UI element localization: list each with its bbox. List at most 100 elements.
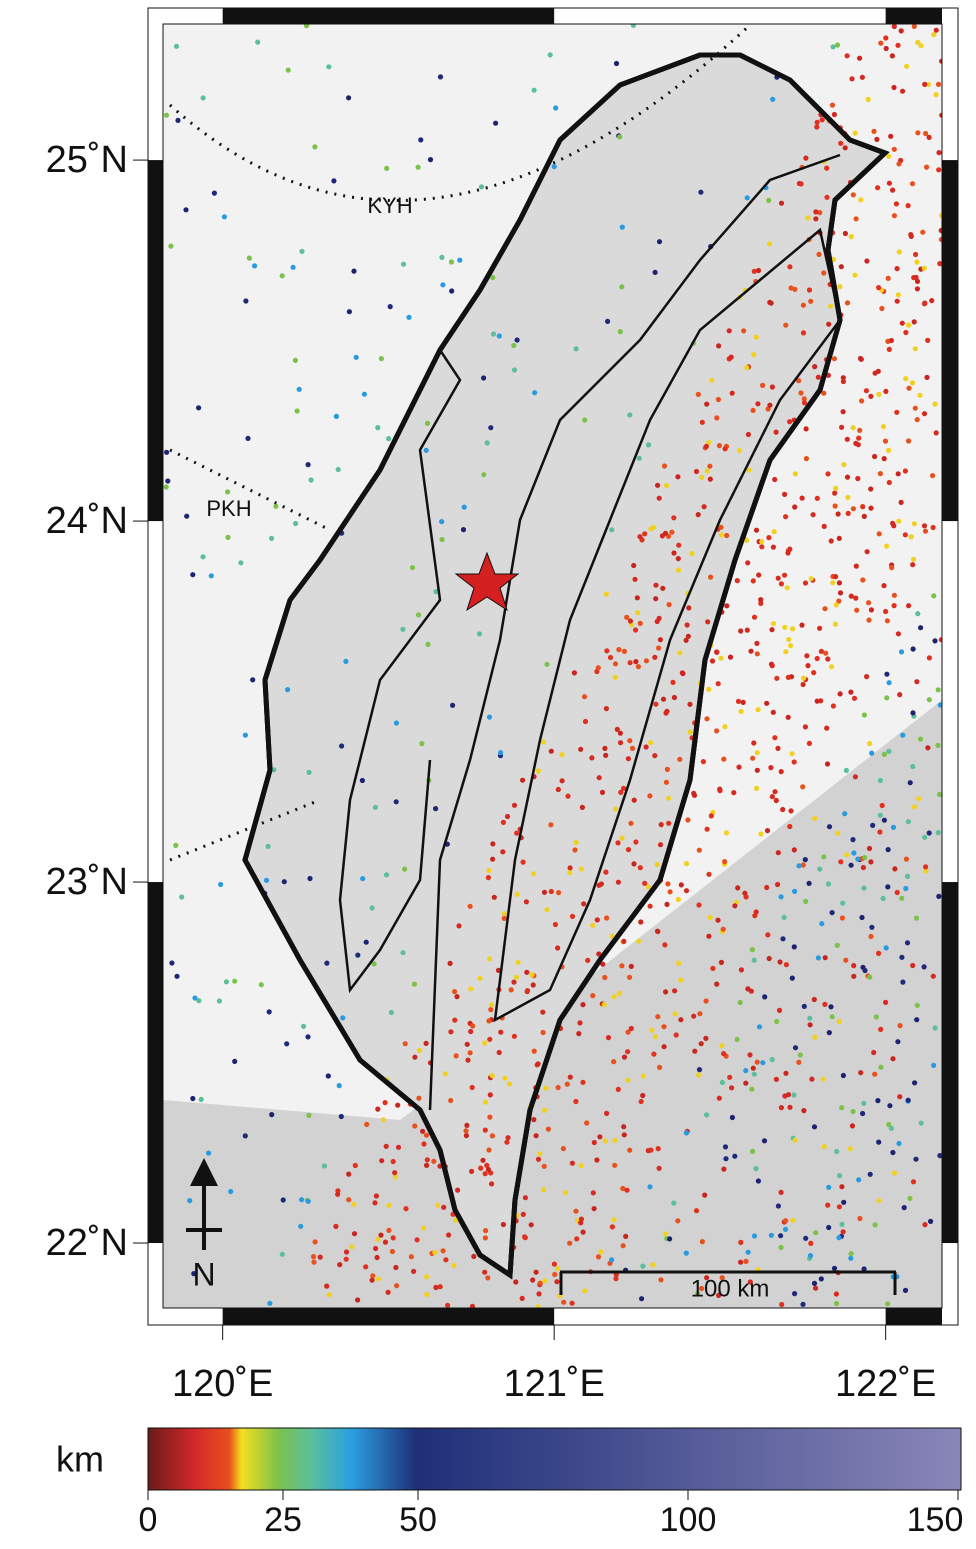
quake-dot	[759, 539, 764, 544]
quake-dot	[785, 585, 790, 590]
quake-dot	[786, 675, 791, 680]
quake-dot	[758, 597, 763, 602]
quake-dot	[803, 899, 808, 904]
quake-dot	[206, 1151, 211, 1156]
quake-dot	[416, 1096, 421, 1101]
quake-dot	[383, 1240, 388, 1245]
quake-dot	[582, 694, 587, 699]
quake-dot	[567, 870, 572, 875]
quake-dot	[346, 95, 351, 100]
quake-dot	[922, 301, 927, 306]
quake-dot	[723, 446, 728, 451]
quake-dot	[612, 1163, 617, 1168]
quake-dot	[509, 987, 514, 992]
quake-dot	[790, 976, 795, 981]
quake-dot	[875, 185, 880, 190]
quake-dot	[892, 213, 897, 218]
quake-dot	[600, 790, 605, 795]
quake-dot	[838, 859, 843, 864]
quake-dot	[689, 551, 694, 556]
quake-dot	[843, 958, 848, 963]
quake-dot	[845, 475, 850, 480]
quake-dot	[424, 1133, 429, 1138]
quake-dot	[867, 741, 872, 746]
quake-dot	[892, 1170, 897, 1175]
quake-dot	[910, 562, 915, 567]
quake-dot	[617, 134, 622, 139]
quake-dot	[738, 628, 743, 633]
quake-dot	[903, 468, 908, 473]
quake-dot	[930, 473, 935, 478]
quake-dot	[628, 821, 633, 826]
quake-dot	[908, 780, 913, 785]
quake-dot	[752, 1233, 757, 1238]
quake-dot	[596, 665, 601, 670]
quake-dot	[782, 625, 787, 630]
quake-dot	[498, 1030, 503, 1035]
quake-dot	[648, 904, 653, 909]
quake-dot	[433, 806, 438, 811]
quake-dot	[225, 535, 230, 540]
quake-dot	[831, 703, 836, 708]
x-tick-label: 122˚E	[835, 1363, 936, 1405]
quake-dot	[448, 961, 453, 966]
quake-dot	[174, 974, 179, 979]
y-tick-label: 22˚N	[46, 1222, 128, 1264]
quake-dot	[696, 1072, 701, 1077]
quake-dot	[745, 628, 750, 633]
quake-dot	[554, 1279, 559, 1284]
quake-dot	[701, 759, 706, 764]
quake-dot	[823, 651, 828, 656]
quake-dot	[922, 964, 927, 969]
quake-dot	[532, 1049, 537, 1054]
quake-dot	[717, 1096, 722, 1101]
quake-dot	[750, 1149, 755, 1154]
quake-dot	[209, 573, 214, 578]
quake-dot	[222, 214, 227, 219]
quake-dot	[605, 319, 610, 324]
quake-dot	[250, 677, 255, 682]
quake-dot	[840, 901, 845, 906]
quake-dot	[915, 286, 920, 291]
quake-dot	[544, 907, 549, 912]
quake-dot	[779, 1190, 784, 1195]
quake-dot	[578, 747, 583, 752]
quake-dot	[556, 1085, 561, 1090]
quake-dot	[448, 1098, 453, 1103]
quake-dot	[684, 638, 689, 643]
quake-dot	[570, 914, 575, 919]
quake-dot	[910, 710, 915, 715]
quake-dot	[812, 1035, 817, 1040]
quake-dot	[267, 1009, 272, 1014]
quake-dot	[548, 52, 553, 57]
quake-dot	[730, 391, 735, 396]
quake-dot	[651, 1052, 656, 1057]
quake-dot	[704, 998, 709, 1003]
quake-dot	[705, 619, 710, 624]
quake-dot	[483, 1128, 488, 1133]
quake-dot	[610, 1224, 615, 1229]
quake-dot	[629, 964, 634, 969]
quake-dot	[803, 580, 808, 585]
quake-dot	[750, 947, 755, 952]
quake-dot	[828, 304, 833, 309]
quake-dot	[490, 1133, 495, 1138]
quake-dot	[892, 866, 897, 871]
quake-dot	[416, 612, 421, 617]
quake-dot	[418, 137, 423, 142]
quake-dot	[891, 85, 896, 90]
quake-dot	[490, 857, 495, 862]
pkh-label: PKH	[206, 496, 251, 521]
quake-dot	[892, 24, 897, 29]
quake-dot	[918, 625, 923, 630]
quake-dot	[486, 1147, 491, 1152]
quake-dot	[866, 618, 871, 623]
quake-dot	[710, 658, 715, 663]
quake-dot	[864, 674, 869, 679]
quake-dot	[400, 627, 405, 632]
quake-dot	[861, 1101, 866, 1106]
quake-dot	[829, 664, 834, 669]
quake-dot	[439, 255, 444, 260]
quake-dot	[808, 299, 813, 304]
quake-dot	[639, 1099, 644, 1104]
